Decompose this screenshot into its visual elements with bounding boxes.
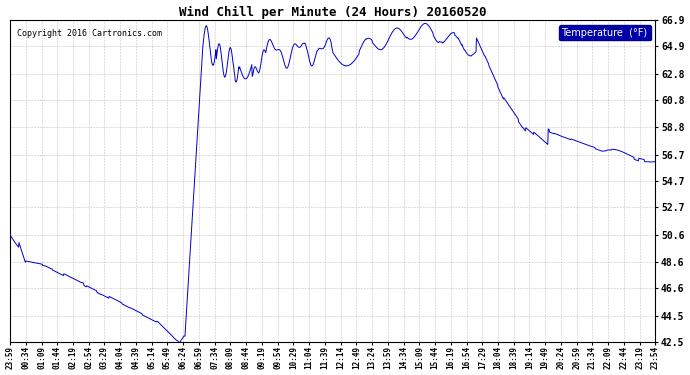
Title: Wind Chill per Minute (24 Hours) 20160520: Wind Chill per Minute (24 Hours) 2016052… [179,6,486,19]
Legend: Temperature  (°F): Temperature (°F) [559,25,651,40]
Text: Copyright 2016 Cartronics.com: Copyright 2016 Cartronics.com [17,30,161,39]
